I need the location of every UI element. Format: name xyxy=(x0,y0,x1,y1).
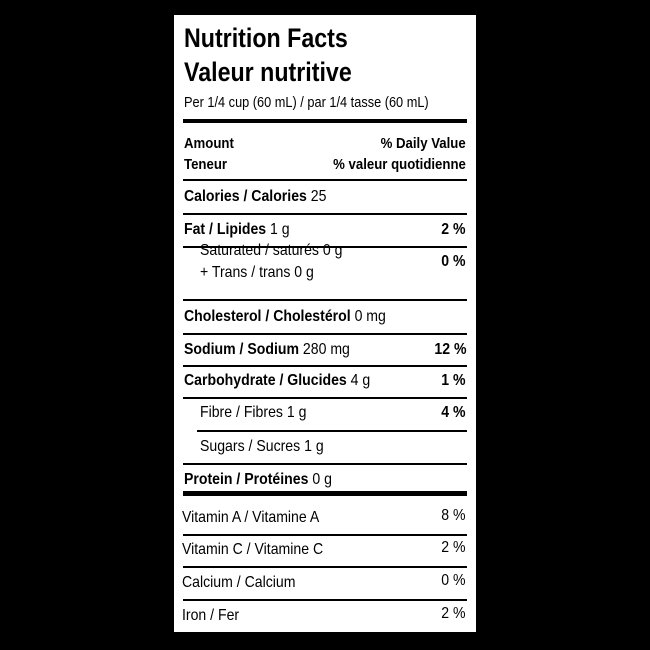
rule xyxy=(183,491,467,496)
row-label: Cholesterol / Cholestérol 0 mg xyxy=(184,309,386,325)
rule xyxy=(183,365,467,367)
rule xyxy=(183,599,467,601)
nutrient-name: Calories / Calories xyxy=(184,188,307,205)
row-label: Sodium / Sodium 280 mg xyxy=(184,342,350,358)
rule xyxy=(183,566,467,568)
vitamin-name: Calcium / Calcium xyxy=(182,574,296,591)
title-fr: Valeur nutritive xyxy=(184,57,352,87)
daily-value: 2 % xyxy=(441,539,466,556)
vitamin-name: Iron / Fer xyxy=(182,607,240,624)
daily-value: 8 % xyxy=(441,507,466,524)
dv-header: % Daily Value xyxy=(380,135,466,152)
nutrient-amount: 1 g xyxy=(270,221,290,238)
nutrient-name: Sugars / Sucres 1 g xyxy=(200,438,324,455)
nutrient-name: Fat / Lipides xyxy=(184,221,267,238)
title: Nutrition Facts xyxy=(184,23,348,53)
rule xyxy=(197,430,467,432)
vitamin-name: Vitamin C / Vitamine C xyxy=(182,541,324,558)
nutrient-name: Sodium / Sodium xyxy=(184,341,299,358)
nutrient-name: Fibre / Fibres 1 g xyxy=(200,404,307,421)
thick-rule xyxy=(183,119,467,123)
nutrient-name: Protein / Protéines xyxy=(184,471,309,488)
rule xyxy=(183,299,467,301)
rule xyxy=(183,213,467,215)
nutrient-amount: 4 g xyxy=(350,372,371,389)
daily-value: 1 % xyxy=(441,372,466,389)
nutrient-amount: 280 mg xyxy=(302,341,350,358)
nutrient-subline: + Trans / trans 0 g xyxy=(200,264,314,281)
rule xyxy=(183,179,467,181)
vitamin-name: Vitamin A / Vitamine A xyxy=(182,509,320,526)
row-label: Carbohydrate / Glucides 4 g xyxy=(184,373,370,389)
dv-header-fr: % valeur quotidienne xyxy=(333,156,466,173)
row-label: Fat / Lipides 1 g xyxy=(184,222,290,238)
serving: Per 1/4 cup (60 mL) / par 1/4 tasse (60 … xyxy=(184,95,429,111)
nutrient-name: Carbohydrate / Glucides xyxy=(184,372,347,389)
amount-header: Amount xyxy=(184,135,234,152)
daily-value: 2 % xyxy=(441,605,466,622)
daily-value: 4 % xyxy=(441,404,466,421)
nutrient-amount: 0 g xyxy=(312,471,332,488)
rule xyxy=(183,246,467,248)
rule xyxy=(183,534,467,536)
row-label: Fibre / Fibres 1 g xyxy=(200,405,306,421)
daily-value: 0 % xyxy=(441,572,466,589)
row-label: Saturated / saturés 0 g xyxy=(200,243,342,259)
nutrient-amount: 0 mg xyxy=(354,308,386,325)
nutrient-name: Saturated / saturés 0 g xyxy=(200,242,343,259)
row-label: Sugars / Sucres 1 g xyxy=(200,439,324,455)
nutrient-name: Cholesterol / Cholestérol xyxy=(184,308,351,325)
amount-header-fr: Teneur xyxy=(184,156,228,173)
rule xyxy=(183,463,467,465)
daily-value: 12 % xyxy=(433,341,466,358)
rule xyxy=(183,397,467,399)
row-label: Protein / Protéines 0 g xyxy=(184,472,332,488)
nutrient-amount: 25 xyxy=(310,188,327,205)
daily-value: 0 % xyxy=(441,253,466,270)
daily-value: 2 % xyxy=(441,221,466,238)
row-label: Calories / Calories 25 xyxy=(184,189,326,205)
rule xyxy=(183,333,467,335)
nutrition-label: Nutrition Facts Valeur nutritive Per 1/4… xyxy=(174,15,476,632)
